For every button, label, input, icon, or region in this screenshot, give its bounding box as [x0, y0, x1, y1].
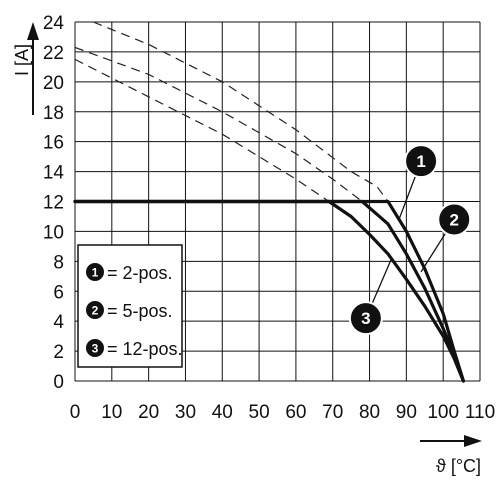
legend-marker-2	[86, 301, 104, 319]
x-axis-arrowhead	[464, 435, 482, 447]
x-tick-label: 0	[70, 402, 81, 423]
x-tick-label: 60	[285, 402, 306, 423]
y-tick-label: 10	[43, 222, 64, 243]
y-tick-label: 20	[43, 73, 64, 94]
y-tick-label: 8	[53, 252, 64, 273]
callout-badge-1	[404, 144, 439, 179]
curve-series-3	[73, 199, 465, 383]
y-tick-label: 16	[43, 133, 64, 154]
legend-marker-number: 1	[92, 266, 99, 280]
y-tick-label: 14	[43, 163, 65, 184]
x-tick-label: 40	[212, 402, 233, 423]
y-tick-label: 2	[53, 342, 64, 363]
x-tick-label: 20	[138, 402, 159, 423]
callout-number: 1	[416, 152, 425, 171]
dashed-curve-2-extension	[74, 46, 363, 202]
x-axis-title: ϑ [°C]	[436, 456, 481, 476]
legend-marker-3	[86, 339, 104, 357]
legend-label: = 12-pos.	[107, 339, 183, 359]
legend-marker-number: 3	[92, 342, 99, 356]
y-tick-label: 12	[43, 193, 64, 214]
legend-label: = 5-pos.	[107, 301, 173, 321]
series-callouts: 1 2 3	[348, 144, 472, 336]
x-tick-label: 10	[101, 402, 122, 423]
callout-number: 2	[449, 210, 458, 229]
y-tick-label: 22	[43, 43, 64, 64]
x-tick-label: 30	[175, 402, 196, 423]
x-tick-label: 100	[427, 402, 459, 423]
y-axis-title: I [A]	[12, 44, 32, 76]
callout-badge-2	[437, 202, 472, 237]
callout-badge-3	[348, 301, 383, 336]
x-tick-label: 90	[396, 402, 417, 423]
y-tick-label: 6	[53, 282, 64, 303]
y-tick-label: 4	[53, 312, 64, 333]
axes: I [A] ϑ [°C]	[12, 22, 482, 476]
legend-marker-1	[86, 263, 104, 281]
legend-label: = 2-pos.	[107, 263, 173, 283]
solid-curves	[73, 199, 465, 383]
callout-number: 3	[361, 309, 370, 328]
legend-marker-number: 2	[92, 304, 99, 318]
x-tick-label: 110	[465, 402, 495, 423]
y-tick-label: 0	[53, 372, 64, 393]
tick-labels: 0 10 20 30 40 50 60 70 80 90 100 110024681012141618…	[43, 13, 495, 423]
legend: 1 = 2-pos. 2 = 5-pos. 3 = 12-pos.	[77, 244, 183, 368]
x-tick-label: 70	[322, 402, 343, 423]
curve-series-2	[73, 199, 465, 383]
dashed-curve-1-extension	[93, 21, 389, 202]
y-tick-label: 18	[43, 103, 64, 124]
y-tick-label: 24	[43, 13, 65, 34]
x-tick-label: 50	[249, 402, 270, 423]
dashed-curve-3-extension	[74, 58, 330, 202]
grid	[74, 21, 481, 382]
dashed-curves	[74, 21, 389, 202]
y-axis-arrowhead	[27, 22, 39, 40]
x-tick-label: 80	[359, 402, 380, 423]
